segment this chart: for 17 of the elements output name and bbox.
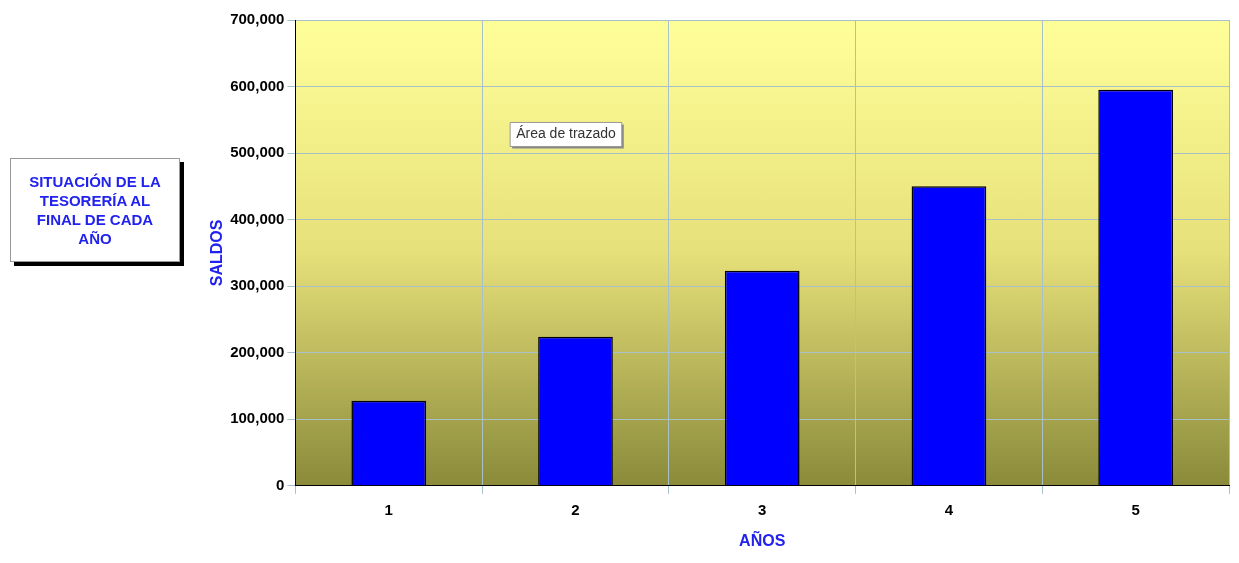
y-tick-label: 0 bbox=[276, 475, 285, 493]
x-tick-label: 5 bbox=[1131, 500, 1140, 518]
y-tick-label: 100,000 bbox=[230, 409, 285, 427]
y-tick-label: 300,000 bbox=[230, 276, 285, 294]
x-axis-title: AÑOS bbox=[739, 529, 786, 549]
y-tick-label: 400,000 bbox=[230, 209, 285, 227]
x-tick-label: 4 bbox=[944, 500, 954, 518]
x-tick-label: 3 bbox=[758, 500, 767, 518]
y-axis-title: SALDOS bbox=[208, 219, 226, 287]
annotation: Área de trazado bbox=[516, 125, 616, 142]
y-tick-label: 700,000 bbox=[230, 10, 285, 28]
text: SITUACIÓN DE LA TESORERÍA AL FINAL DE CADA AÑO bbox=[10, 158, 180, 262]
x-tick-label: 2 bbox=[571, 500, 580, 518]
y-tick-label: 600,000 bbox=[230, 76, 285, 94]
x-tick-label: 1 bbox=[384, 500, 393, 518]
y-tick-label: 200,000 bbox=[230, 342, 285, 360]
y-tick-label: 500,000 bbox=[230, 143, 285, 161]
